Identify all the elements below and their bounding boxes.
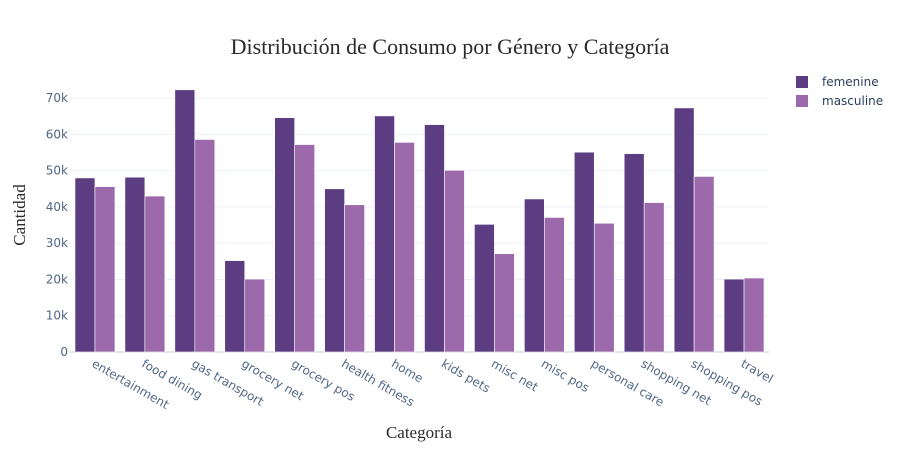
bar-femenine xyxy=(174,89,196,353)
bar-masculine xyxy=(544,217,565,353)
bar-masculine xyxy=(244,278,266,353)
legend-swatch-femenine xyxy=(796,76,808,88)
y-axis-ticks: 0 10k 20k 30k 40k 50k 60k 70k xyxy=(46,91,68,359)
bar-femenine xyxy=(74,177,96,353)
bar-femenine xyxy=(623,153,645,353)
bar-femenine xyxy=(524,198,545,353)
bar-masculine xyxy=(494,253,515,353)
bar-femenine xyxy=(573,151,595,353)
bar-masculine xyxy=(194,139,216,353)
x-tick-label: misc pos xyxy=(539,356,592,395)
bar-femenine xyxy=(224,260,246,353)
bar-femenine xyxy=(124,176,146,353)
bar-masculine xyxy=(94,186,116,353)
x-axis-title: Categoría xyxy=(386,423,453,442)
bar-masculine xyxy=(344,204,365,353)
bar-masculine xyxy=(643,202,665,353)
bar-masculine xyxy=(693,176,715,353)
y-tick-label: 10k xyxy=(46,309,68,323)
bar-femenine xyxy=(723,278,745,353)
legend: femenine masculine xyxy=(796,75,883,108)
y-tick-label: 70k xyxy=(46,91,68,105)
y-axis-title: Cantidad xyxy=(10,184,29,246)
bar-masculine xyxy=(444,170,465,353)
bar-femenine xyxy=(424,124,445,353)
legend-swatch-masculine xyxy=(796,95,808,107)
y-tick-label: 40k xyxy=(46,200,68,214)
bar-femenine xyxy=(474,224,495,353)
bar-femenine xyxy=(673,107,695,353)
chart-title: Distribución de Consumo por Género y Cat… xyxy=(231,34,670,59)
x-tick-label: misc net xyxy=(489,356,541,394)
x-tick-label: home xyxy=(389,356,425,385)
x-tick-label: kids pets xyxy=(439,356,493,395)
bar-masculine xyxy=(593,222,615,353)
bar-masculine xyxy=(294,144,315,353)
bar-masculine xyxy=(394,142,415,353)
y-tick-label: 60k xyxy=(46,127,68,141)
bar-masculine xyxy=(144,195,166,353)
legend-label-femenine: femenine xyxy=(822,75,879,89)
legend-label-masculine: masculine xyxy=(822,94,883,108)
bars xyxy=(74,89,765,353)
bar-masculine xyxy=(743,277,765,353)
bar-femenine xyxy=(274,117,295,353)
y-tick-label: 20k xyxy=(46,272,68,286)
bar-femenine xyxy=(374,115,395,353)
y-tick-label: 50k xyxy=(46,164,68,178)
x-tick-label: travel xyxy=(739,356,776,386)
y-tick-label: 30k xyxy=(46,236,68,250)
bar-femenine xyxy=(324,188,345,353)
y-tick-label: 0 xyxy=(60,345,68,359)
